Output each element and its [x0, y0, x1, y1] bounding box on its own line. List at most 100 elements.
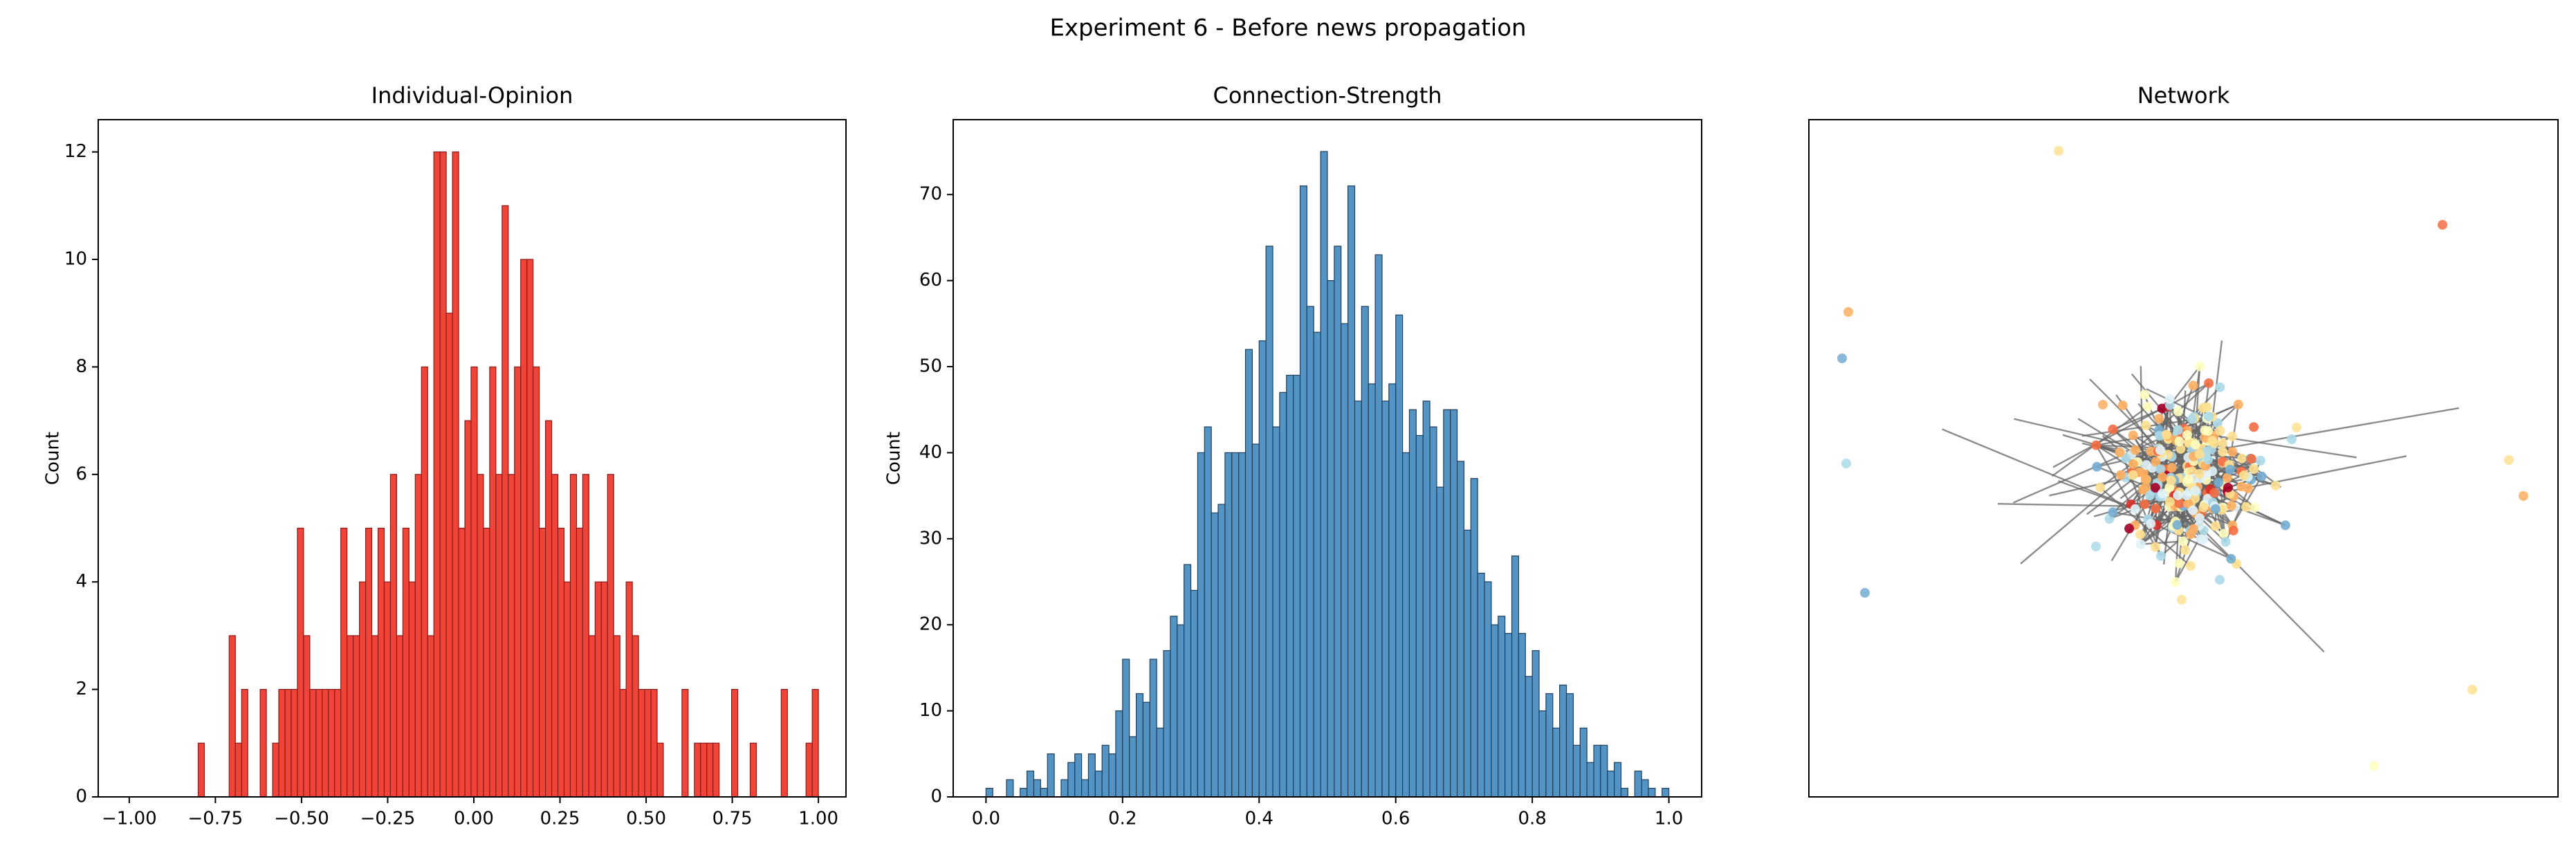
- bar: [582, 474, 589, 798]
- bar: [1122, 659, 1130, 798]
- bar: [1163, 650, 1171, 798]
- network-node: [2210, 504, 2220, 514]
- network-node: [2098, 400, 2108, 410]
- network-node: [1843, 307, 1853, 317]
- x-tick-label: 1.00: [798, 809, 838, 829]
- network-node: [2200, 425, 2210, 436]
- network-node: [2190, 486, 2200, 496]
- bar: [483, 527, 490, 798]
- bar: [328, 689, 335, 798]
- network-node: [2223, 482, 2233, 493]
- network-node: [2183, 499, 2193, 509]
- bar: [1388, 383, 1397, 798]
- bar: [1579, 727, 1588, 798]
- network-node: [2238, 470, 2249, 481]
- bar: [1586, 762, 1594, 798]
- y-tick-label: 10: [64, 249, 87, 270]
- y-tick-label: 70: [919, 184, 942, 205]
- y-tick-label: 40: [919, 442, 942, 463]
- bar: [1641, 779, 1649, 798]
- bar: [632, 635, 639, 798]
- bar: [458, 527, 466, 798]
- network-node: [2194, 468, 2205, 479]
- bar: [681, 689, 689, 798]
- network-node: [2237, 453, 2247, 463]
- network-node: [2150, 542, 2160, 552]
- bar: [1184, 564, 1192, 798]
- bar: [749, 742, 757, 798]
- bar: [197, 742, 205, 798]
- network-node: [2190, 439, 2200, 450]
- network-node: [2280, 520, 2290, 531]
- network-node: [2188, 505, 2198, 515]
- network-node: [2173, 490, 2183, 501]
- bar: [365, 527, 373, 798]
- bar: [291, 689, 298, 798]
- bar: [1224, 452, 1233, 798]
- bar: [607, 474, 614, 798]
- y-axis-label: Count: [43, 432, 64, 485]
- network-node: [2172, 520, 2182, 530]
- network-node: [2214, 575, 2225, 585]
- x-tick-label: 0.00: [454, 809, 494, 829]
- network-node: [2115, 470, 2126, 480]
- bar: [1027, 771, 1035, 798]
- network-node: [2171, 577, 2181, 587]
- y-tick-label: 50: [919, 356, 942, 377]
- x-tick-label: 0.6: [1381, 809, 1410, 829]
- network-node: [2204, 378, 2214, 388]
- network-node: [2138, 467, 2149, 477]
- network-edge: [2227, 455, 2407, 493]
- panel-title: Connection-Strength: [1213, 82, 1442, 109]
- network-node: [2212, 418, 2223, 428]
- bar: [1299, 185, 1307, 798]
- bar: [1450, 409, 1458, 798]
- network-node: [2218, 528, 2229, 539]
- network-node: [2173, 425, 2183, 435]
- bar: [508, 474, 515, 798]
- bar: [1347, 185, 1356, 798]
- bar: [502, 205, 509, 798]
- network-node: [2141, 421, 2151, 431]
- bar: [1087, 753, 1096, 798]
- bar: [1620, 787, 1628, 798]
- bar: [1204, 426, 1212, 798]
- bar: [1634, 771, 1642, 798]
- bar: [1094, 771, 1103, 798]
- bar: [1565, 693, 1574, 798]
- bar: [241, 689, 248, 798]
- network-node: [2180, 545, 2191, 555]
- bar: [1422, 401, 1430, 798]
- bar: [1593, 744, 1601, 798]
- network-node: [2215, 382, 2225, 392]
- bar: [1286, 374, 1294, 798]
- network-node: [2246, 454, 2256, 464]
- axes-frame: [1808, 119, 2559, 798]
- network-node: [2249, 422, 2259, 432]
- bar: [1156, 727, 1164, 798]
- x-tick-label: 0.0: [972, 809, 1000, 829]
- network-node: [2194, 449, 2205, 459]
- network-node: [2128, 470, 2138, 480]
- bar: [347, 635, 354, 798]
- bar: [1149, 659, 1157, 798]
- bar: [1662, 787, 1670, 798]
- y-tick-label: 6: [75, 463, 87, 484]
- network-node: [2095, 482, 2106, 493]
- bar: [1135, 693, 1144, 798]
- bar: [1525, 676, 1533, 798]
- x-tick-label: 0.2: [1108, 809, 1137, 829]
- figure-title: Experiment 6 - Before news propagation: [1049, 15, 1526, 42]
- bar: [1101, 744, 1110, 798]
- y-tick-label: 30: [919, 528, 942, 549]
- network-node: [2250, 502, 2260, 513]
- network-node: [2177, 595, 2187, 605]
- bar: [588, 635, 596, 798]
- bar: [700, 742, 708, 798]
- bar: [545, 420, 553, 798]
- bar: [526, 259, 534, 798]
- bar: [1115, 710, 1123, 798]
- bar: [259, 689, 267, 798]
- x-tick-label: −0.50: [274, 809, 329, 829]
